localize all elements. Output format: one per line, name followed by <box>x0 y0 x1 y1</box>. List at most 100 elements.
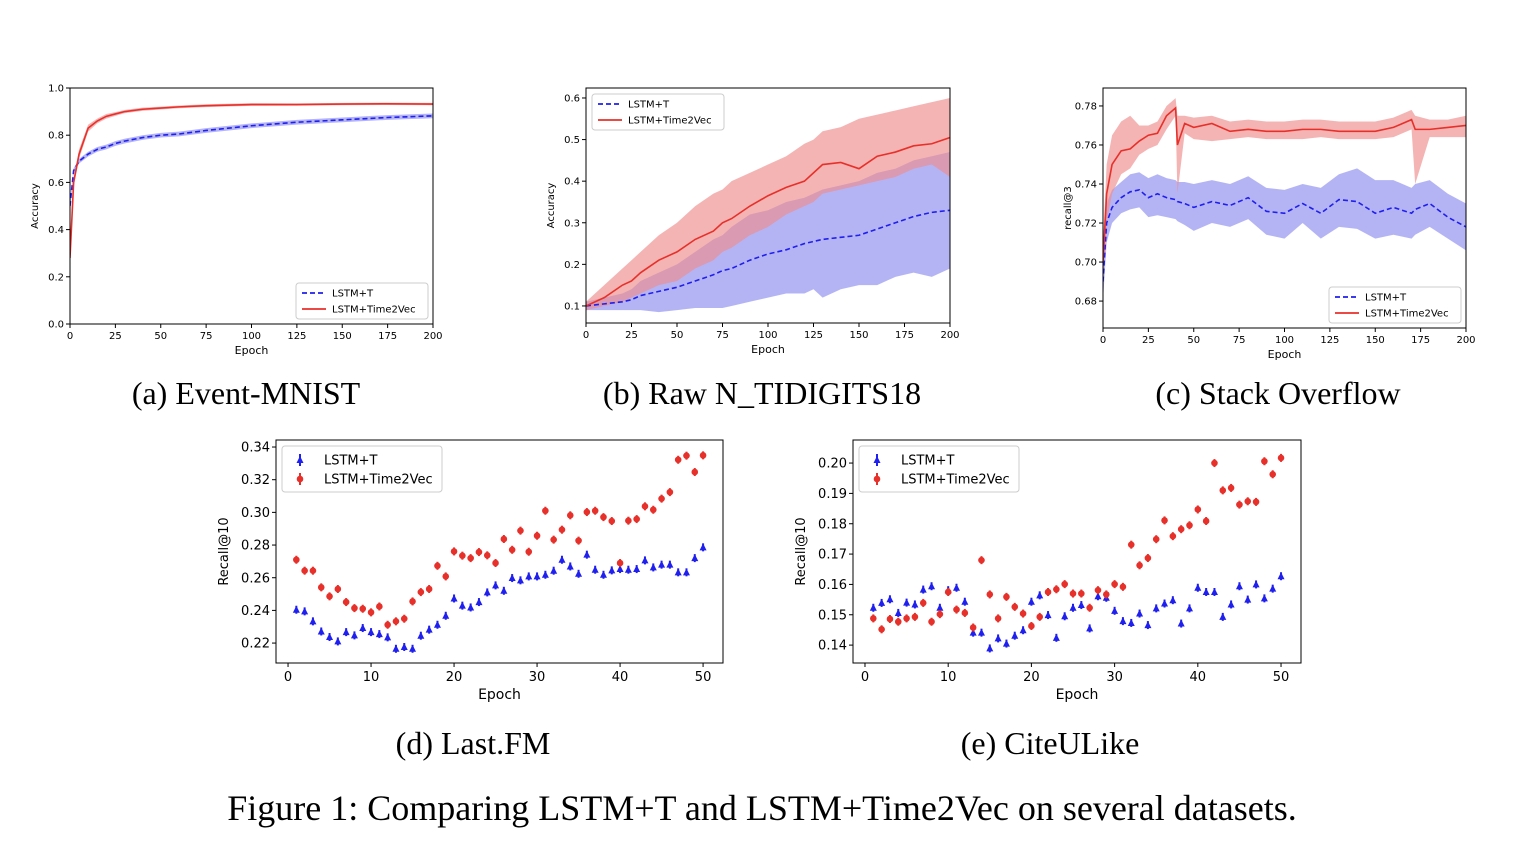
point-lstm-t <box>359 624 367 632</box>
y-tick-label: 0.6 <box>564 93 580 104</box>
point-lstm-t <box>1202 588 1210 596</box>
x-tick-label: 175 <box>895 330 914 341</box>
point-lstm-time2vec <box>483 552 491 559</box>
y-tick-label: 0.26 <box>241 571 270 586</box>
legend-label-lstm-t: LSTM+T <box>628 100 670 111</box>
point-lstm-time2vec <box>575 537 582 544</box>
legend: LSTM+T LSTM+Time2Vec <box>591 93 725 131</box>
x-tick-label: 100 <box>1275 335 1294 346</box>
point-lstm-time2vec <box>1119 583 1127 591</box>
line-lstm-time2vec <box>1103 106 1466 263</box>
y-tick-label: 0.34 <box>241 441 270 456</box>
y-tick-label: 0.16 <box>818 578 847 593</box>
x-tick-label: 0 <box>583 330 589 341</box>
point-lstm-t <box>1277 572 1285 580</box>
point-lstm-time2vec <box>1094 586 1102 594</box>
point-lstm-t <box>894 608 902 616</box>
point-lstm-t <box>1027 597 1035 605</box>
point-lstm-t <box>1252 580 1260 588</box>
y-tick-label: 0.24 <box>241 604 270 619</box>
x-tick-label: 0 <box>861 670 869 685</box>
point-lstm-t <box>550 566 558 574</box>
point-lstm-t <box>641 556 649 564</box>
point-lstm-time2vec <box>936 610 944 618</box>
point-lstm-time2vec <box>894 618 902 626</box>
plot-area <box>70 102 433 263</box>
x-tick-label: 75 <box>1233 335 1246 346</box>
point-lstm-t <box>1144 621 1152 629</box>
point-lstm-time2vec <box>1161 517 1168 524</box>
legend-marker-lstm-time2vec <box>296 475 304 483</box>
point-lstm-t <box>400 642 408 650</box>
point-lstm-t <box>292 605 300 613</box>
x-tick-label: 0 <box>284 670 292 685</box>
point-lstm-time2vec <box>1044 588 1052 596</box>
y-tick-label: 0.15 <box>818 608 847 623</box>
line-lstm-t <box>70 115 433 207</box>
point-lstm-time2vec <box>616 559 624 567</box>
point-lstm-time2vec <box>1078 590 1085 597</box>
point-lstm-t <box>1044 611 1052 619</box>
point-lstm-time2vec <box>691 468 699 476</box>
point-lstm-time2vec <box>1244 497 1252 505</box>
x-tick-label: 175 <box>378 331 397 342</box>
subfigure-caption: (d) Last.FM <box>396 725 551 761</box>
chart-b: 0 25 50 75 100 125 150 175 200 0.1 0.2 0.3 0.4 0.5 0.6… <box>546 87 960 411</box>
point-lstm-time2vec <box>566 512 574 519</box>
point-lstm-time2vec <box>1019 610 1027 617</box>
x-tick-label: 25 <box>625 330 638 341</box>
point-lstm-time2vec <box>467 554 474 562</box>
point-lstm-t <box>1235 582 1243 590</box>
point-lstm-t <box>878 598 886 606</box>
point-lstm-time2vec <box>1252 498 1260 506</box>
chart-e: 0 10 20 30 40 50 0.14 0.15 0.16 0.17 0.18 0.19 0.20 E… <box>794 439 1302 761</box>
point-lstm-t <box>1069 603 1077 611</box>
band-lstm-t <box>1103 168 1466 302</box>
point-lstm-t <box>425 625 433 633</box>
point-lstm-t <box>1011 631 1019 639</box>
x-tick-label: 200 <box>423 331 442 342</box>
point-lstm-time2vec <box>1028 622 1035 630</box>
y-tick-label: 1.0 <box>48 84 64 95</box>
point-lstm-t <box>986 644 994 652</box>
y-tick-label: 0.8 <box>48 131 64 142</box>
point-lstm-time2vec <box>1011 603 1019 611</box>
point-lstm-time2vec <box>699 452 707 459</box>
point-lstm-time2vec <box>558 526 566 533</box>
point-lstm-t <box>903 598 911 606</box>
y-tick-label: 0.76 <box>1075 140 1097 151</box>
point-lstm-time2vec <box>492 559 499 567</box>
point-lstm-time2vec <box>517 527 524 534</box>
subfigure-caption: (a) Event-MNIST <box>132 375 361 411</box>
point-lstm-time2vec <box>351 604 358 612</box>
x-tick-label: 100 <box>242 331 261 342</box>
x-axis-label: Epoch <box>1268 348 1302 361</box>
point-lstm-t <box>583 550 591 558</box>
legend-box <box>591 93 725 131</box>
point-lstm-t <box>1019 626 1027 634</box>
point-lstm-time2vec <box>1036 613 1044 621</box>
x-tick-label: 40 <box>612 670 629 685</box>
legend-marker-lstm-time2vec <box>873 475 881 483</box>
point-lstm-t <box>977 628 985 636</box>
x-tick-label: 50 <box>1273 670 1290 685</box>
y-tick-label: 0.6 <box>48 178 64 189</box>
y-tick-label: 0.1 <box>564 301 580 312</box>
point-lstm-t <box>375 630 383 638</box>
point-lstm-t <box>500 586 508 594</box>
legend-label-lstm-t: LSTM+T <box>901 454 955 469</box>
band-lstm-time2vec <box>586 97 950 311</box>
point-lstm-t <box>616 565 624 573</box>
point-lstm-time2vec <box>878 626 885 633</box>
point-lstm-time2vec <box>608 517 616 525</box>
point-lstm-time2vec <box>317 584 325 591</box>
x-tick-label: 50 <box>1187 335 1200 346</box>
band-lstm-t <box>70 113 433 211</box>
x-tick-label: 75 <box>200 331 213 342</box>
point-lstm-t <box>575 569 583 577</box>
band-lstm-time2vec <box>1103 98 1466 282</box>
point-lstm-time2vec <box>550 536 557 543</box>
point-lstm-t <box>475 598 483 606</box>
point-lstm-t <box>599 570 607 578</box>
point-lstm-time2vec <box>409 598 416 605</box>
